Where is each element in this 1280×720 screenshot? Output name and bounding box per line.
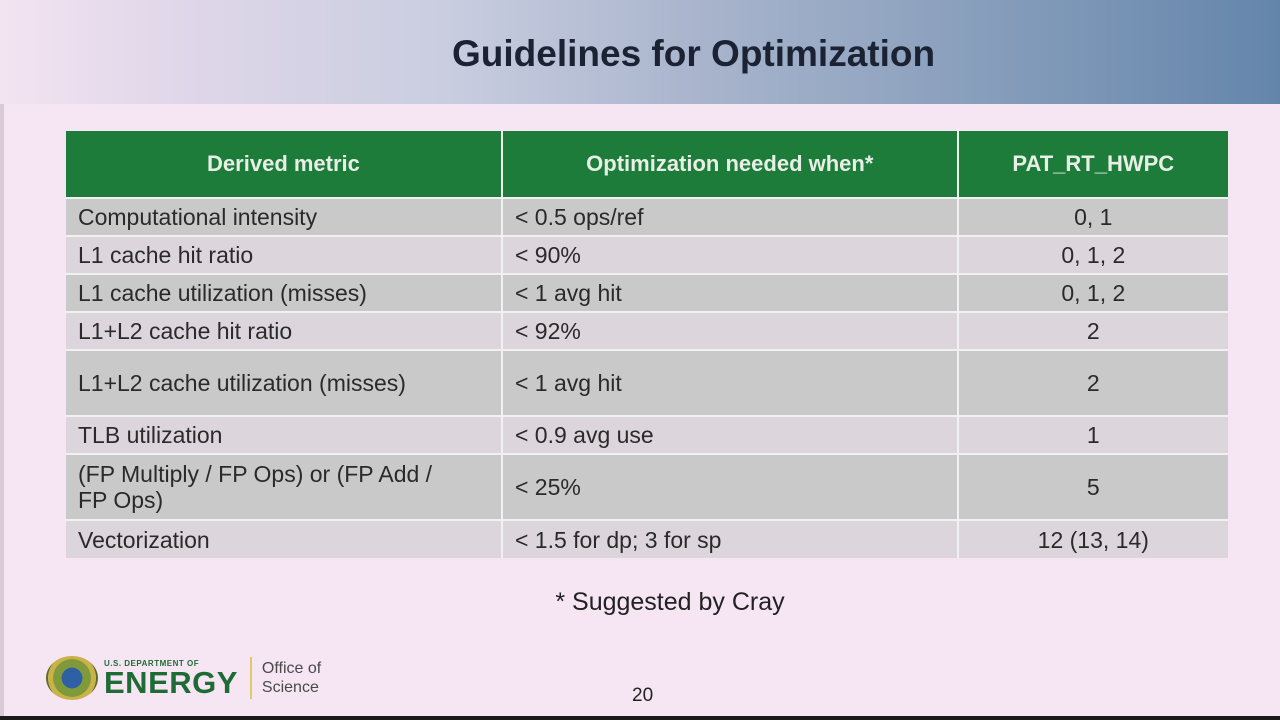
doe-seal-icon: [46, 656, 98, 700]
table-row: L1+L2 cache hit ratio < 92% 2: [66, 311, 1228, 350]
metric-cell: (FP Multiply / FP Ops) or (FP Add / FP O…: [66, 453, 502, 520]
condition-cell: < 0.9 avg use: [500, 415, 958, 454]
hwpc-cell: 0, 1, 2: [956, 273, 1228, 312]
table-row: (FP Multiply / FP Ops) or (FP Add / FP O…: [66, 453, 1228, 520]
hwpc-cell: 5: [956, 453, 1228, 520]
metric-cell: L1+L2 cache utilization (misses): [66, 349, 502, 416]
hwpc-cell: 0, 1, 2: [956, 235, 1228, 274]
hwpc-cell: 12 (13, 14): [956, 519, 1228, 558]
condition-cell: < 92%: [500, 311, 958, 350]
header-pat-rt-hwpc: PAT_RT_HWPC: [956, 131, 1228, 198]
header-derived-metric: Derived metric: [66, 131, 502, 198]
condition-cell: < 1 avg hit: [500, 349, 958, 416]
metric-cell: Vectorization: [66, 519, 502, 558]
table-row: L1+L2 cache utilization (misses) < 1 avg…: [66, 349, 1228, 416]
condition-cell: < 1 avg hit: [500, 273, 958, 312]
metric-cell: Computational intensity: [66, 197, 502, 236]
table-row: L1 cache utilization (misses) < 1 avg hi…: [66, 273, 1228, 312]
title-band: [0, 0, 1280, 104]
header-optimization-needed: Optimization needed when*: [500, 131, 958, 198]
metric-cell: TLB utilization: [66, 415, 502, 454]
office-of-science: Office of Science: [262, 659, 321, 697]
hwpc-cell: 0, 1: [956, 197, 1228, 236]
metrics-table: Derived metric Optimization needed when*…: [66, 131, 1228, 558]
metric-cell: L1 cache hit ratio: [66, 235, 502, 274]
hwpc-cell: 1: [956, 415, 1228, 454]
office-line-2: Science: [261, 679, 319, 696]
slide-title: Guidelines for Optimization: [452, 33, 936, 74]
slide-bottom-edge: [0, 716, 1280, 720]
office-line-1: Office of: [261, 660, 322, 677]
table-row: Computational intensity < 0.5 ops/ref 0,…: [66, 197, 1228, 236]
metric-cell: L1+L2 cache hit ratio: [66, 311, 502, 350]
header-pat-rt-hwpc-text: PAT_RT_HWPC: [1012, 151, 1175, 176]
doe-small-text: U.S. DEPARTMENT OF: [104, 658, 200, 668]
logo-divider: [249, 657, 252, 699]
metric-cell: L1 cache utilization (misses): [66, 273, 502, 312]
footnote: * Suggested by Cray: [555, 588, 785, 616]
hwpc-cell: 2: [956, 311, 1228, 350]
table-row: Vectorization < 1.5 for dp; 3 for sp 12 …: [66, 519, 1228, 558]
doe-big-text: ENERGY: [104, 664, 238, 700]
table-header-row: Derived metric Optimization needed when*…: [66, 131, 1228, 198]
slide-left-edge: [0, 0, 4, 716]
doe-wordmark: U.S. DEPARTMENT OF ENERGY: [104, 659, 238, 698]
table-row: L1 cache hit ratio < 90% 0, 1, 2: [66, 235, 1228, 274]
condition-cell: < 25%: [500, 453, 958, 520]
page-number: 20: [632, 685, 654, 706]
doe-logo: U.S. DEPARTMENT OF ENERGY Office of Scie…: [46, 656, 321, 700]
hwpc-cell: 2: [956, 349, 1228, 416]
condition-cell: < 1.5 for dp; 3 for sp: [500, 519, 958, 558]
table-row: TLB utilization < 0.9 avg use 1: [66, 415, 1228, 454]
condition-cell: < 90%: [500, 235, 958, 274]
condition-cell: < 0.5 ops/ref: [500, 197, 958, 236]
